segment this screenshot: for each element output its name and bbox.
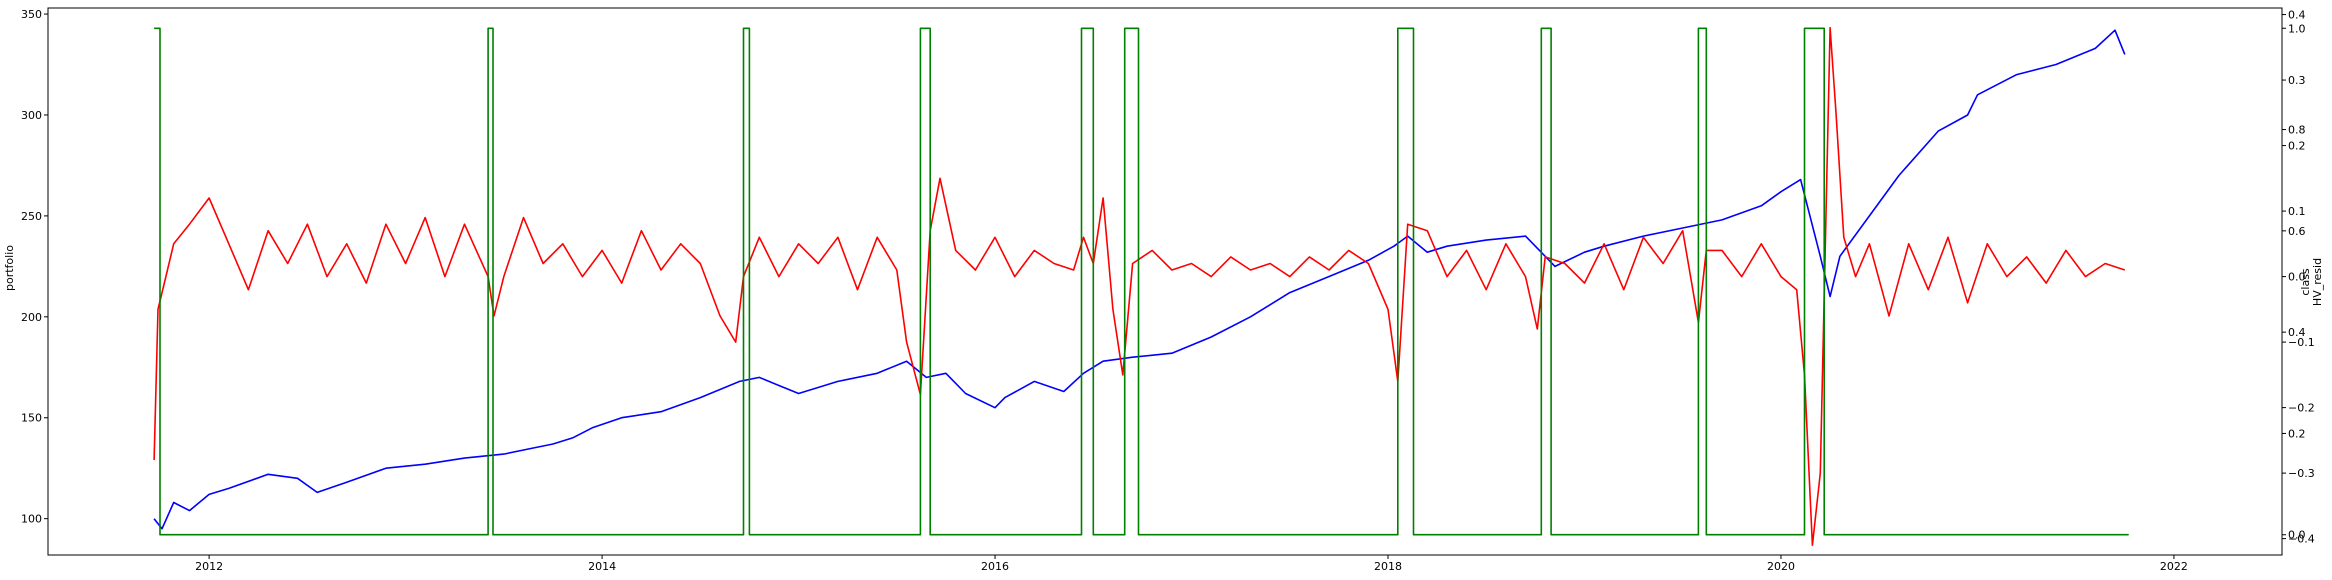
x-tick-label: 2016 [981,560,1009,573]
y-resid-tick-label: 0.3 [2288,74,2306,87]
y-axis-left-label: portfolio [3,245,16,291]
y-axis-right-class: 1.0 0.8 0.6 0.4 0.2 0.0 [2282,22,2306,542]
y-resid-tick-label: 0.0 [2288,271,2306,284]
y-left-tick-label: 100 [21,513,42,526]
y-axis-right-resid: 0.4 0.3 0.2 0.1 0.0 −0.1 −0.2 −0.3 −0.4 [2282,9,2315,546]
y-resid-tick-label: 0.2 [2288,140,2306,153]
series-line-class [154,27,2129,536]
y-resid-tick-label: 0.1 [2288,205,2306,218]
y-resid-tick-label: −0.2 [2288,402,2315,415]
y-class-tick-label: 0.2 [2288,427,2306,440]
x-tick-label: 2012 [195,560,223,573]
y-left-tick-label: 200 [21,311,42,324]
y-class-tick-label: 0.0 [2288,529,2306,542]
y-left-tick-label: 150 [21,412,42,425]
y-resid-tick-label: −0.3 [2288,467,2315,480]
x-tick-label: 2014 [588,560,616,573]
y-left-tick-label: 300 [21,109,42,122]
y-resid-tick-label: −0.1 [2288,336,2315,349]
y-left-tick-label: 350 [21,8,42,21]
y-class-tick-label: 0.6 [2288,225,2306,238]
y-axis-resid-label: HV_resid [2311,258,2324,306]
plot-frame [47,7,2283,556]
y-resid-tick-label: −0.4 [2288,533,2315,546]
x-axis: 2012 2014 2016 2018 2020 2022 [195,555,2188,573]
x-tick-label: 2022 [2160,560,2188,573]
y-left-tick-label: 250 [21,210,42,223]
series-line-resid [153,26,2126,546]
x-tick-label: 2020 [1767,560,1795,573]
y-class-tick-label: 0.8 [2288,124,2306,137]
plot-series-group [153,26,2129,546]
x-tick-label: 2018 [1374,560,1402,573]
y-axis-left: 100 150 200 250 300 350 [21,8,48,526]
y-axis-class-label: class [2299,268,2312,296]
y-class-tick-label: 0.4 [2288,326,2306,339]
y-resid-tick-label: 0.4 [2288,9,2306,22]
y-class-tick-label: 1.0 [2288,22,2306,35]
